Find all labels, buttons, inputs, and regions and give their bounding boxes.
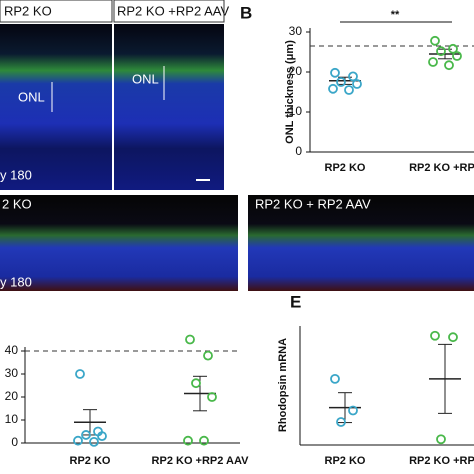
data-point xyxy=(328,83,338,94)
panel-label: B xyxy=(240,3,252,22)
data-point xyxy=(348,71,358,82)
significance: ** xyxy=(391,9,400,21)
x-tick-label: RP2 KO xyxy=(325,455,366,467)
data-point xyxy=(336,77,346,87)
data-point xyxy=(430,330,440,341)
data-point xyxy=(336,417,346,427)
data-point xyxy=(436,434,446,445)
data-point xyxy=(428,57,438,67)
y-tick-label: 10 xyxy=(5,412,19,426)
data-point xyxy=(436,46,446,57)
data-point xyxy=(199,435,209,446)
day-label: y 180 xyxy=(0,167,32,182)
label-box xyxy=(113,0,225,23)
y-tick-label: 0 xyxy=(11,435,18,449)
layer-label: ONL xyxy=(18,89,45,104)
data-point xyxy=(330,373,340,384)
micrograph xyxy=(0,24,112,190)
data-point xyxy=(344,85,354,95)
data-point xyxy=(89,436,99,447)
micrograph xyxy=(248,195,474,291)
micrograph xyxy=(114,24,224,190)
layer-label: ONL xyxy=(132,71,159,86)
day-label: y 180 xyxy=(0,274,32,289)
x-tick-label: RP2 KO xyxy=(70,455,111,467)
data-point xyxy=(203,350,213,361)
y-tick-label: 40 xyxy=(5,343,19,357)
data-point xyxy=(183,435,193,446)
data-point xyxy=(75,369,85,379)
data-point xyxy=(348,405,358,416)
micrograph xyxy=(0,195,238,291)
image-label: RP2 KO + RP2 AAV xyxy=(255,196,371,211)
x-tick-label: RP2 KO xyxy=(325,162,366,174)
x-tick-label: RP2 KO +RP2 xyxy=(409,455,474,467)
data-point xyxy=(430,35,440,46)
panel-c-images: 2 KO RP2 KO + RP2 AAV y 180 xyxy=(0,195,474,291)
label-box xyxy=(0,0,113,23)
data-point xyxy=(452,51,462,61)
panel-a-images: RP2 KO RP2 KO +RP2 AAV ONL ONL y 180 xyxy=(0,0,229,190)
data-point xyxy=(81,430,91,440)
data-point xyxy=(97,431,107,442)
panel-label: E xyxy=(290,292,301,311)
data-point xyxy=(191,378,201,389)
x-tick-label: RP2 KO +RP2 AAV xyxy=(152,455,250,467)
data-point xyxy=(448,332,458,343)
y-axis-label: Rhodopsin mRNA xyxy=(277,338,289,432)
image-label: RP2 KO xyxy=(4,3,52,18)
y-tick-label: 20 xyxy=(289,64,303,78)
y-tick-label: 30 xyxy=(289,24,303,38)
y-tick-label: 10 xyxy=(289,104,303,118)
data-point xyxy=(330,67,340,78)
image-label: RP2 KO +RP2 AAV xyxy=(117,3,229,18)
y-tick-label: 30 xyxy=(5,366,19,380)
data-point xyxy=(444,60,454,71)
data-point xyxy=(185,334,195,345)
y-axis-label: ONL thickness (μm) xyxy=(284,40,296,144)
data-point xyxy=(73,435,83,446)
data-point xyxy=(448,43,458,54)
data-point xyxy=(207,392,217,402)
y-tick-label: 20 xyxy=(5,389,19,403)
image-label: 2 KO xyxy=(2,196,32,211)
y-tick-label: 0 xyxy=(295,144,302,158)
x-tick-label: RP2 KO +RP2 xyxy=(409,162,474,174)
data-point xyxy=(352,79,362,89)
